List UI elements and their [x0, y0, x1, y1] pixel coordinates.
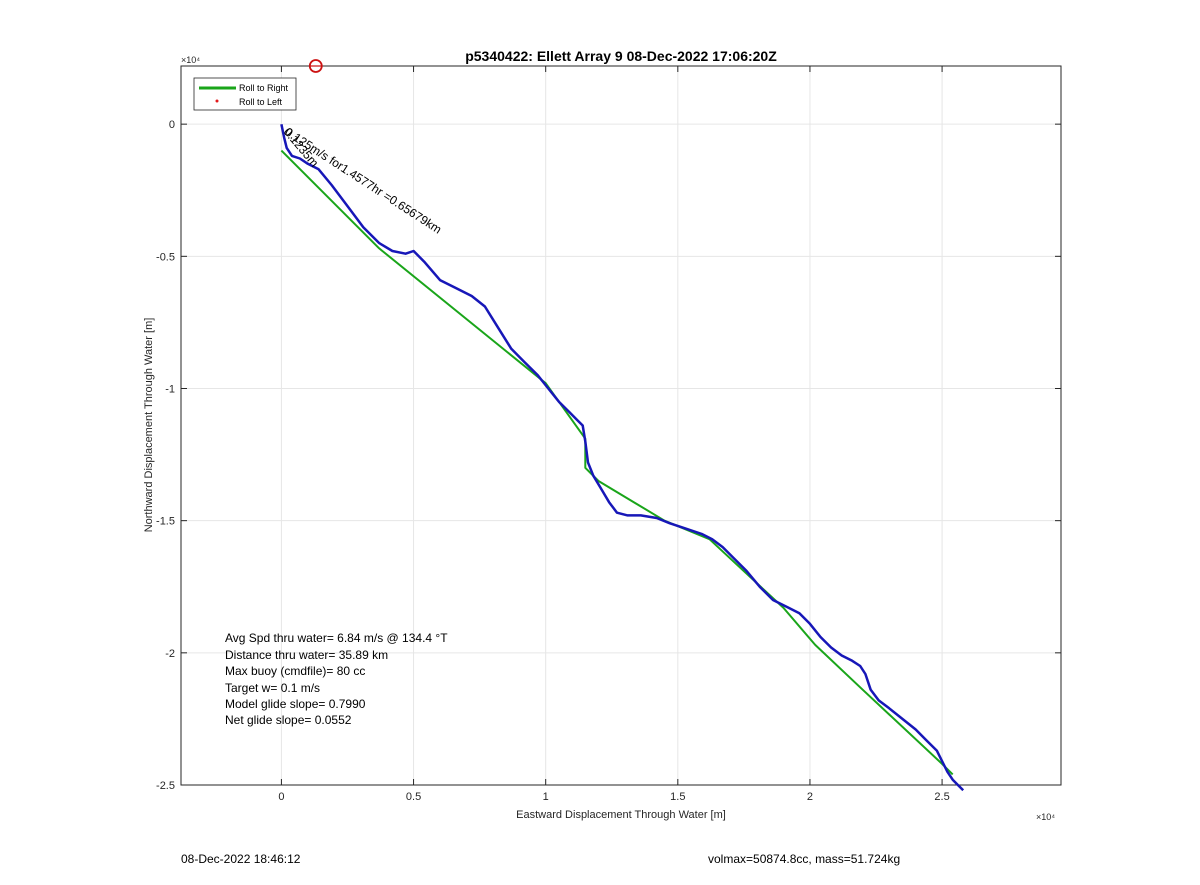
y-ticks: 0 -0.5 -1 -1.5 -2 -2.5 [156, 119, 1061, 792]
x-tick-label: 1.5 [670, 791, 685, 803]
y-tick-label: 0 [169, 119, 175, 131]
stats-line: Max buoy (cmdfile)= 80 cc [225, 664, 365, 678]
y-tick-label: -1.5 [156, 516, 175, 528]
series-group [280, 59, 965, 792]
legend-dot-roll-left [215, 99, 219, 103]
x-tick-label: 0.5 [406, 791, 421, 803]
x-ticks: 0 0.5 1 1.5 2 2.5 [278, 66, 950, 803]
x-tick-label: 2.5 [934, 791, 949, 803]
legend-label-roll-left: Roll to Left [239, 97, 283, 107]
footer-timestamp: 08-Dec-2022 18:46:12 [181, 852, 301, 866]
legend-label-roll-right: Roll to Right [239, 83, 289, 93]
stats-line: Avg Spd thru water= 6.84 m/s @ 134.4 °T [225, 631, 448, 645]
y-exponent-label: ×10⁴ [181, 55, 200, 65]
y-tick-label: -0.5 [156, 251, 175, 263]
y-tick-label: -2.5 [156, 780, 175, 792]
y-tick-label: -1 [165, 383, 175, 395]
footer-vol-mass: volmax=50874.8cc, mass=51.724kg [708, 852, 901, 866]
stats-line: Distance thru water= 35.89 km [225, 648, 388, 662]
x-tick-label: 0 [278, 791, 284, 803]
x-tick-label: 2 [807, 791, 813, 803]
legend-box [193, 77, 297, 111]
stats-line: Net glide slope= 0.0552 [225, 713, 352, 727]
stats-line: Target w= 0.1 m/s [225, 681, 320, 695]
plot-area [181, 66, 1061, 785]
y-tick-label: -2 [165, 648, 175, 660]
stats-line: Model glide slope= 0.7990 [225, 697, 366, 711]
x-axis-label: Eastward Displacement Through Water [m] [516, 809, 726, 821]
x-exponent-label: ×10⁴ [1036, 812, 1055, 822]
series-line-track [280, 123, 965, 792]
x-tick-label: 1 [543, 791, 549, 803]
stats-block: Avg Spd thru water= 6.84 m/s @ 134.4 °T … [225, 631, 448, 727]
grid [181, 66, 1061, 786]
y-axis-label: Northward Displacement Through Water [m] [143, 318, 155, 533]
chart-title: p5340422: Ellett Array 9 08-Dec-2022 17:… [465, 48, 777, 64]
legend: Roll to Right Roll to Left [193, 77, 297, 111]
plot-frame [180, 65, 1062, 786]
